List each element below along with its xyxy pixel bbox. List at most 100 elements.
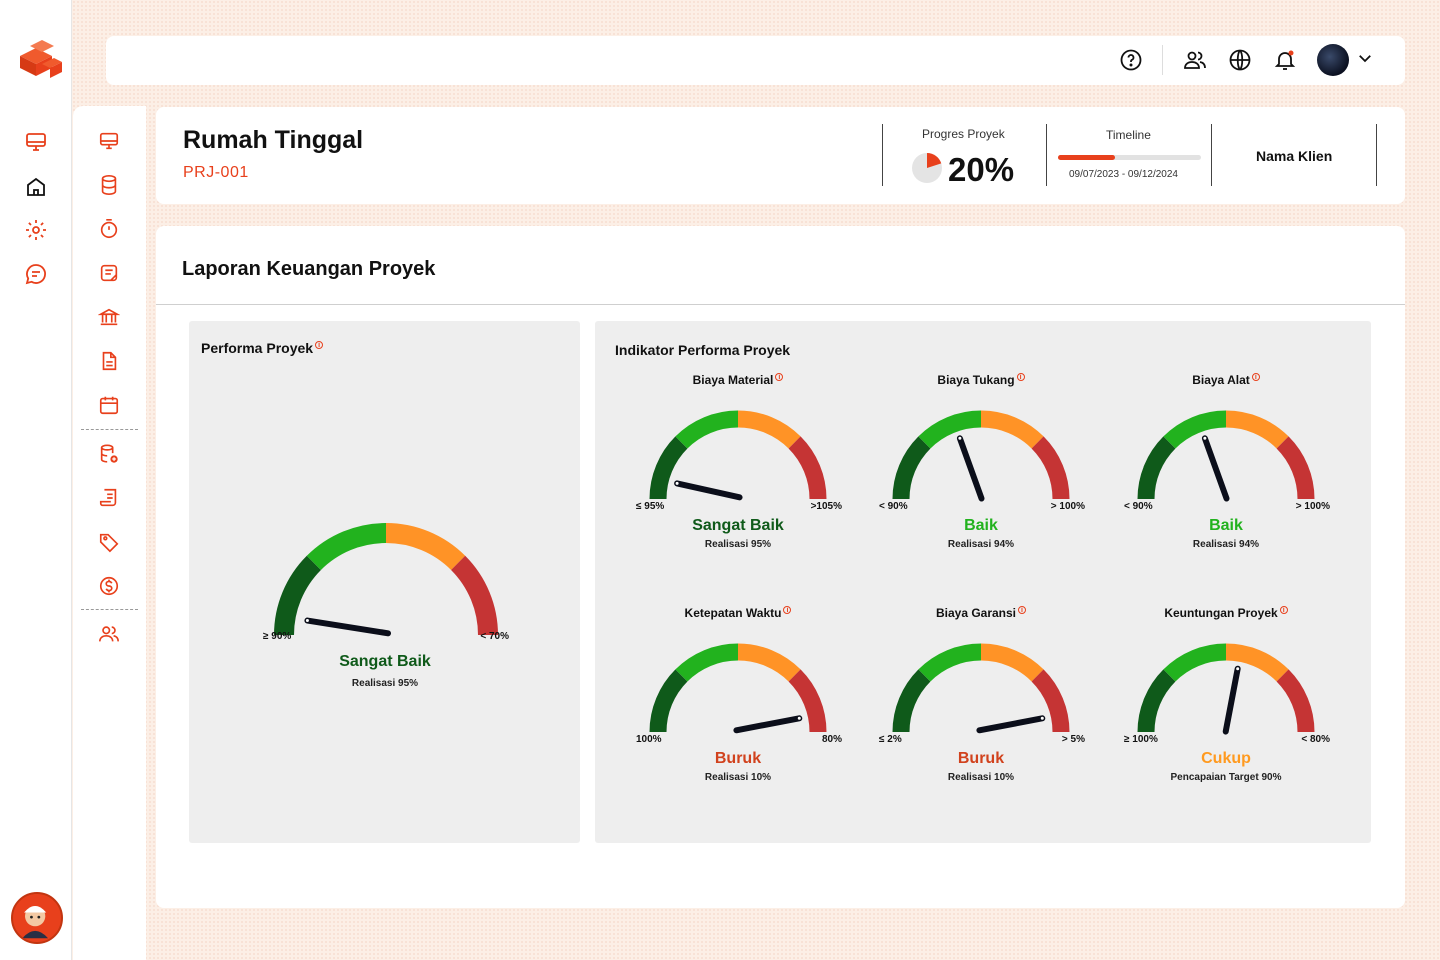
gauge-needle-tip bbox=[1203, 436, 1207, 440]
timeline-bar bbox=[1058, 155, 1201, 160]
gauge-segment-fair bbox=[737, 410, 801, 449]
gauge-dial bbox=[1137, 643, 1315, 735]
gauge-segment-fair bbox=[385, 523, 466, 571]
globe-icon[interactable] bbox=[1228, 48, 1252, 72]
chevron-down-icon[interactable] bbox=[1356, 49, 1374, 67]
gauge-needle-tip bbox=[1236, 667, 1240, 671]
user-avatar-bottom[interactable] bbox=[11, 892, 63, 944]
indicator-gauge: Biaya Garansi i ≤ 2% > 5% Buruk Realisasi 10% bbox=[871, 606, 1091, 806]
calendar-icon[interactable] bbox=[98, 394, 120, 416]
module-sidebar bbox=[73, 106, 146, 960]
indicator-gauge: Biaya Tukang i < 90% > 100% Baik Realisasi 94… bbox=[871, 373, 1091, 573]
gauge-max-label: 80% bbox=[821, 734, 842, 745]
help-icon[interactable] bbox=[1119, 48, 1143, 72]
gauge-max-label: < 80% bbox=[1301, 734, 1330, 745]
gauge-needle-tip bbox=[958, 436, 962, 440]
gauge-title: Biaya Alat i bbox=[1116, 373, 1336, 387]
indicator-gauge: Biaya Alat i < 90% > 100% Baik Realisasi 94% bbox=[1116, 373, 1336, 573]
note-icon[interactable] bbox=[98, 262, 120, 284]
app-rail bbox=[0, 0, 72, 960]
gauge-segment-excellent bbox=[1137, 669, 1176, 733]
info-icon[interactable]: i bbox=[1251, 373, 1260, 381]
gauge-needle bbox=[733, 715, 803, 734]
gauge-dial bbox=[1137, 410, 1315, 502]
profile-avatar[interactable] bbox=[1317, 44, 1349, 76]
gauge-segment-good bbox=[1163, 410, 1227, 449]
gauge-title-text: Biaya Alat bbox=[1192, 373, 1250, 387]
panel-title: Indikator Performa Proyek bbox=[615, 342, 791, 358]
header-divider bbox=[1211, 124, 1212, 186]
project-header: Rumah Tinggal PRJ-001 Progres Proyek 20%… bbox=[156, 107, 1405, 204]
gauge-title-text: Biaya Material bbox=[692, 373, 774, 387]
gauge-needle bbox=[956, 435, 985, 502]
brand-logo[interactable] bbox=[16, 36, 64, 84]
client-name: Nama Klien bbox=[1256, 148, 1333, 164]
gauge-segment-poor bbox=[1031, 669, 1070, 733]
gauge-realization: Realisasi 10% bbox=[704, 772, 772, 783]
receipt-icon[interactable] bbox=[98, 487, 120, 509]
gauge-needle bbox=[976, 715, 1046, 734]
gauge-title: Biaya Garansi i bbox=[871, 606, 1091, 620]
bank-icon[interactable] bbox=[97, 306, 121, 328]
timeline-label: Timeline bbox=[1106, 128, 1151, 142]
report-divider bbox=[156, 304, 1405, 305]
project-name: Rumah Tinggal bbox=[183, 126, 364, 154]
database-add-icon[interactable] bbox=[98, 443, 120, 465]
gauge-realization: Pencapaian Target 90% bbox=[1170, 772, 1282, 783]
info-icon[interactable]: i bbox=[1018, 606, 1027, 614]
timer-icon[interactable] bbox=[98, 218, 120, 240]
database-icon[interactable] bbox=[98, 174, 120, 196]
gauge-max-label: < 70% bbox=[480, 631, 509, 642]
gauge-max-label: > 100% bbox=[1295, 501, 1330, 512]
gauge-segment-good bbox=[918, 643, 982, 682]
main-performance-gauge: ≥ 90% < 70% Sangat Baik Realisasi 95% bbox=[255, 516, 515, 716]
topbar-divider bbox=[1162, 45, 1163, 75]
header-divider bbox=[1376, 124, 1377, 186]
gauge-segment-excellent bbox=[649, 669, 688, 733]
sidebar-divider bbox=[81, 429, 138, 430]
info-icon[interactable]: i bbox=[315, 341, 324, 350]
gauge-min-label: ≥ 90% bbox=[263, 631, 292, 642]
gauge-title-text: Ketepatan Waktu bbox=[684, 606, 782, 620]
project-performance-panel: Performa Proyek i ≥ 90% < 70% Sangat Baik Re… bbox=[189, 321, 580, 843]
info-icon[interactable]: i bbox=[1016, 373, 1025, 381]
gauge-status: Baik bbox=[964, 517, 998, 534]
monitor-icon[interactable] bbox=[98, 130, 120, 152]
indicator-gauge: Ketepatan Waktu i 100% 80% Buruk Realisasi 10… bbox=[628, 606, 848, 806]
gauge-segment-excellent bbox=[274, 555, 322, 636]
users-icon[interactable] bbox=[98, 623, 120, 645]
top-bar bbox=[106, 36, 1405, 85]
dollar-icon[interactable] bbox=[98, 575, 120, 597]
gauge-dial bbox=[892, 643, 1070, 734]
performance-indicators-panel: Indikator Performa Proyek Biaya Material… bbox=[595, 321, 1371, 843]
settings-icon[interactable] bbox=[24, 218, 48, 242]
timeline-dates: 09/07/2023 - 09/12/2024 bbox=[1069, 169, 1178, 180]
bell-icon[interactable] bbox=[1273, 48, 1297, 72]
gauge-title: Biaya Tukang i bbox=[871, 373, 1091, 387]
gauge-min-label: ≥ 100% bbox=[1124, 734, 1158, 745]
users-icon[interactable] bbox=[1183, 48, 1207, 72]
monitor-icon[interactable] bbox=[24, 130, 48, 154]
gauge-min-label: < 90% bbox=[879, 501, 908, 512]
gauge-min-label: ≤ 95% bbox=[636, 501, 665, 512]
chat-icon[interactable] bbox=[24, 262, 48, 286]
gauge-segment-poor bbox=[1276, 669, 1315, 733]
info-icon[interactable]: i bbox=[775, 373, 784, 381]
gauge-status: Cukup bbox=[1201, 750, 1251, 767]
tag-icon[interactable] bbox=[98, 531, 120, 553]
gauge-needle-tip bbox=[797, 716, 801, 720]
info-icon[interactable]: i bbox=[783, 606, 792, 614]
gauge-needle-tip bbox=[1040, 716, 1044, 720]
progress-label: Progres Proyek bbox=[922, 127, 1005, 141]
gauge-segment-fair bbox=[1225, 410, 1289, 449]
document-icon[interactable] bbox=[98, 350, 120, 372]
gauge-needle bbox=[1201, 435, 1230, 502]
gauge-segment-poor bbox=[1276, 436, 1315, 500]
home-icon[interactable] bbox=[24, 175, 48, 199]
gauge-dial bbox=[649, 410, 827, 501]
info-icon[interactable]: i bbox=[1279, 606, 1288, 614]
indicator-gauge: Biaya Material i ≤ 95% >105% Sangat Baik Real… bbox=[628, 373, 848, 573]
gauge-needle-tip bbox=[675, 481, 679, 485]
gauge-realization: Realisasi 94% bbox=[947, 539, 1015, 550]
gauge-segment-poor bbox=[788, 669, 827, 733]
